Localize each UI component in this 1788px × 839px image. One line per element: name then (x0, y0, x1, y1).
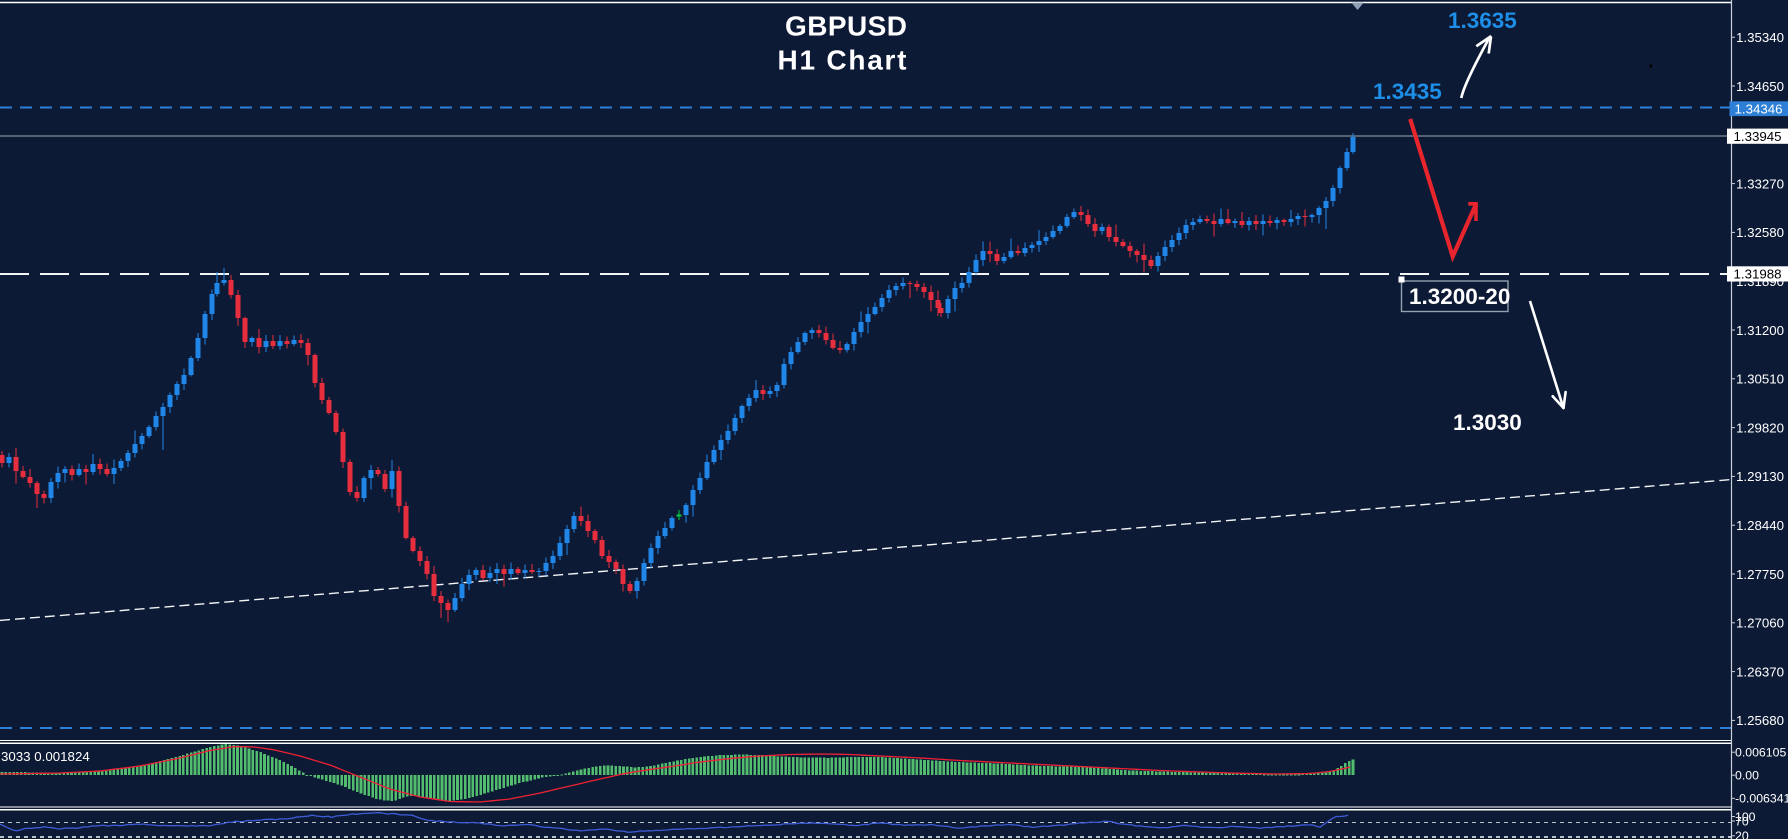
svg-text:1.3030: 1.3030 (1453, 410, 1522, 435)
svg-text:1.34346: 1.34346 (1735, 101, 1783, 116)
svg-text:1.31200: 1.31200 (1736, 323, 1784, 338)
svg-text:1.31988: 1.31988 (1734, 267, 1782, 282)
svg-text:1.33945: 1.33945 (1734, 129, 1782, 144)
svg-text:1.25680: 1.25680 (1736, 713, 1784, 728)
svg-text:1.3200-20: 1.3200-20 (1409, 284, 1510, 309)
svg-text:0.00: 0.00 (1735, 769, 1759, 783)
svg-text:1.34650: 1.34650 (1736, 79, 1784, 94)
svg-text:1.3635: 1.3635 (1448, 8, 1517, 33)
svg-text:1.29820: 1.29820 (1736, 420, 1784, 435)
svg-text:0.006105: 0.006105 (1735, 746, 1786, 760)
svg-text:GBPUSD: GBPUSD (785, 11, 907, 42)
svg-text:70: 70 (1735, 814, 1749, 828)
svg-text:1.3435: 1.3435 (1373, 79, 1442, 104)
svg-text:-0.006341: -0.006341 (1735, 792, 1788, 806)
svg-text:1.29130: 1.29130 (1736, 469, 1784, 484)
svg-text:1.32580: 1.32580 (1736, 225, 1784, 240)
svg-text:100: 100 (1735, 810, 1756, 824)
svg-text:1.27750: 1.27750 (1736, 567, 1784, 582)
svg-text:1.27060: 1.27060 (1736, 616, 1784, 631)
svg-text:3033 0.001824: 3033 0.001824 (1, 749, 90, 764)
svg-text:1.30510: 1.30510 (1736, 372, 1784, 387)
svg-text:20: 20 (1735, 829, 1749, 839)
svg-text:1.26370: 1.26370 (1736, 664, 1784, 679)
svg-text:H1 Chart: H1 Chart (778, 45, 907, 76)
svg-text:1.35340: 1.35340 (1736, 30, 1784, 45)
svg-text:1.33270: 1.33270 (1736, 176, 1784, 191)
svg-text:1.28440: 1.28440 (1736, 518, 1784, 533)
